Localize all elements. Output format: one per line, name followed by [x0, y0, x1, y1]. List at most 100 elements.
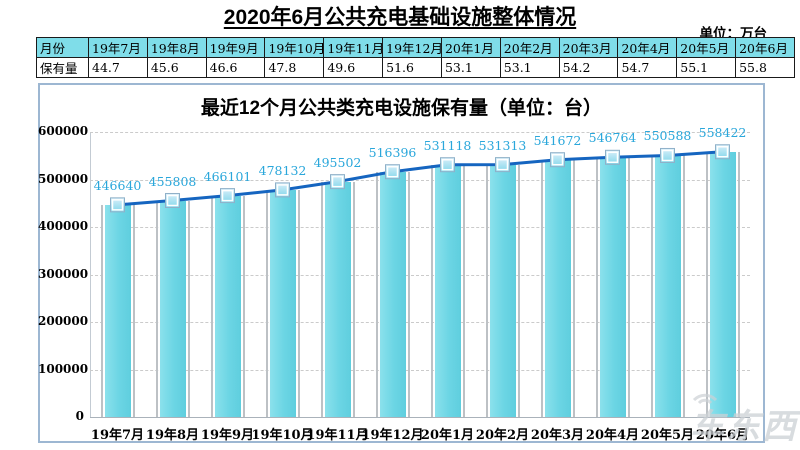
table-value-cell: 46.6 [205, 57, 266, 78]
x-tick-label: 20年1月 [420, 428, 475, 443]
table-value-cell: 54.7 [617, 57, 678, 78]
table-month-cell: 19年12月 [382, 37, 442, 58]
bar [159, 200, 186, 417]
bar-side-shadow [132, 204, 135, 417]
bar-side-shadow [210, 195, 213, 417]
bar-side-shadow [155, 200, 158, 417]
bar-value-label: 541672 [533, 132, 582, 148]
table-value-cell: 51.6 [382, 57, 442, 78]
bar-value-label: 550588 [643, 128, 692, 144]
chart-title: 最近12个月公共类充电设施保有量（单位：台） [200, 98, 603, 119]
x-tick-label: 20年5月 [640, 428, 695, 443]
table-month-cell: 20年6月 [735, 37, 795, 58]
table-value-cell: 44.7 [88, 57, 148, 78]
table-month-cell: 20年5月 [676, 37, 737, 58]
gridline [90, 227, 750, 228]
gridline [90, 132, 750, 133]
table-value-cell: 49.6 [323, 57, 384, 78]
bar-value-label: 531118 [423, 137, 472, 153]
y-tick-label: 200000 [38, 314, 89, 328]
y-tick-label: 600000 [38, 124, 89, 138]
bar [544, 159, 571, 417]
y-tick-label: 300000 [38, 266, 89, 281]
bar [599, 157, 626, 417]
watermark: 车东西 [690, 408, 798, 446]
table-value-row-header: 保有量 [36, 57, 89, 78]
bar [709, 151, 736, 417]
table-value-cell: 54.2 [558, 57, 619, 78]
x-tick-label: 20年2月 [475, 428, 530, 443]
bar [434, 164, 461, 417]
bar-side-shadow [407, 171, 410, 417]
table-value-cell: 55.1 [676, 57, 737, 78]
table-month-cell: 20年4月 [617, 37, 678, 58]
bar-side-shadow [375, 171, 378, 417]
bar-side-shadow [572, 159, 575, 417]
bar-side-shadow [595, 157, 598, 417]
x-tick-label: 20年3月 [530, 428, 585, 443]
y-tick-label: 500000 [38, 171, 89, 186]
bar-side-shadow [352, 181, 355, 417]
table-month-cell: 19年9月 [205, 37, 266, 58]
gridline [90, 417, 750, 418]
table-month-cell: 20年2月 [499, 37, 560, 58]
bar-value-label: 531313 [478, 137, 527, 153]
bar-side-shadow [430, 164, 433, 417]
table-month-cell: 20年1月 [440, 37, 501, 58]
bar [104, 204, 131, 417]
table-value-row: 保有量 44.7 45.6 46.6 47.8 49.6 51.6 53.1 53.1 54.2… [36, 57, 795, 78]
bar [654, 155, 681, 417]
table-month-cell: 19年11月 [323, 37, 384, 58]
x-tick-label: 19年7月 [90, 428, 145, 443]
bar-side-shadow [737, 151, 740, 417]
x-tick-label: 20年6月 [695, 428, 750, 443]
table-month-row-header: 月份 [36, 37, 89, 58]
bar-side-shadow [682, 155, 685, 417]
bar-side-shadow [540, 159, 543, 417]
page-title: 2020年6月公共充电基础设施整体情况 [223, 6, 577, 29]
bar-side-shadow [320, 181, 323, 417]
watermark-wifi-icon [692, 393, 718, 405]
bar-side-shadow [627, 157, 630, 417]
bar-value-label: 546764 [588, 130, 637, 146]
x-tick-label: 20年4月 [585, 428, 640, 443]
bar-value-label: 558422 [698, 124, 747, 140]
bar [214, 195, 241, 417]
chart-panel: 最近12个月公共类充电设施保有量（单位：台） 0 100000 200000 3000… [38, 83, 765, 443]
bar-side-shadow [100, 204, 103, 417]
table-value-cell: 55.8 [735, 57, 795, 78]
bar-side-shadow [485, 164, 488, 417]
gridline [90, 369, 750, 371]
table-month-cell: 19年8月 [146, 37, 207, 58]
x-tick-label: 19年9月 [200, 428, 255, 443]
bar [379, 171, 406, 417]
y-tick-label: 400000 [38, 219, 89, 233]
bar [324, 181, 351, 417]
y-tick-label: 0 [75, 409, 84, 423]
table-value-cell: 45.6 [146, 57, 207, 78]
gridline [90, 322, 750, 323]
table-month-cell: 19年7月 [88, 37, 148, 58]
bar-side-shadow [650, 155, 653, 417]
table-month-cell: 19年10月 [264, 37, 325, 58]
table-month-row: 月份 19年7月 19年8月 19年9月 19年10月 19年11月 19年12月 20年1… [36, 37, 795, 58]
bar [269, 189, 296, 417]
bar-side-shadow [462, 164, 465, 417]
bar-side-shadow [297, 189, 300, 417]
bar-side-shadow [705, 151, 708, 417]
gridline [90, 274, 750, 276]
x-tick-label: 19年8月 [145, 428, 200, 443]
bar [489, 164, 516, 417]
bar-side-shadow [265, 189, 268, 417]
table-value-cell: 53.1 [440, 57, 501, 78]
summary-table: 月份 19年7月 19年8月 19年9月 19年10月 19年11月 19年12月 20年1… [36, 37, 795, 78]
y-tick-label: 100000 [38, 361, 89, 376]
bar-side-shadow [242, 195, 245, 417]
x-tick-label: 19年10月 [251, 428, 314, 443]
bar-side-shadow [517, 164, 520, 417]
table-month-cell: 20年3月 [558, 37, 619, 58]
table-value-cell: 53.1 [499, 57, 560, 78]
x-tick-label: 19年12月 [361, 428, 424, 443]
table-value-cell: 47.8 [264, 57, 325, 78]
